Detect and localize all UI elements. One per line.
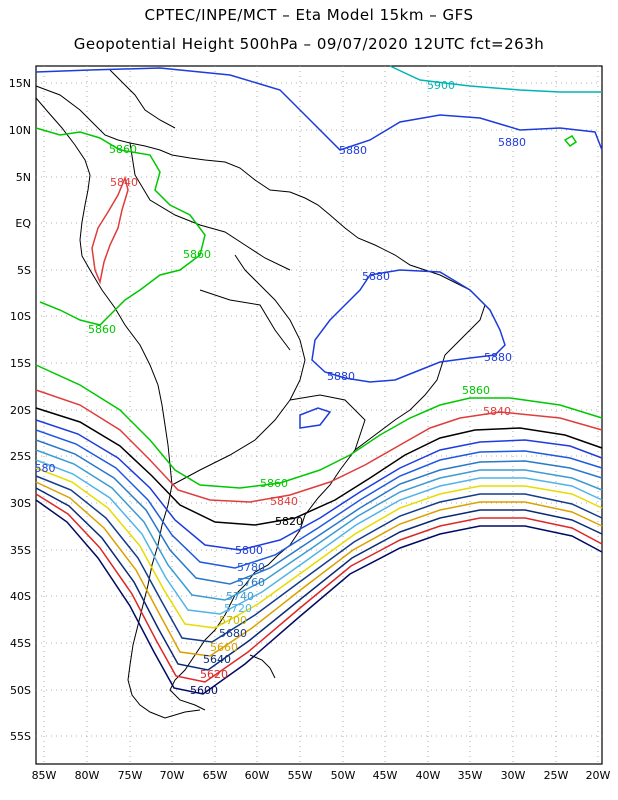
contour-label-5660: 5660 bbox=[210, 641, 238, 654]
contour-5760 bbox=[35, 439, 603, 585]
contour-label-5760: 5760 bbox=[237, 576, 265, 589]
contour-label-5640: 5640 bbox=[203, 653, 231, 666]
contour-5800 bbox=[35, 419, 603, 551]
contour-label-5880-d: 5880 bbox=[484, 351, 512, 364]
contour-label-5820: 5820 bbox=[275, 515, 303, 528]
lat-label-40s: 40S bbox=[10, 590, 31, 603]
contour-5900 bbox=[389, 65, 602, 93]
contour-label-5880-a: 5880 bbox=[339, 144, 367, 157]
lat-label-eq: EQ bbox=[15, 217, 31, 230]
contour-5820 bbox=[35, 407, 603, 526]
contour-label-5740: 5740 bbox=[226, 590, 254, 603]
contour-label-5860-e: 5860 bbox=[260, 477, 288, 490]
lon-label-30w: 30W bbox=[501, 769, 526, 782]
lon-label-20w: 20W bbox=[586, 769, 611, 782]
contour-label-5840-b: 5840 bbox=[483, 405, 511, 418]
contour-5680 bbox=[35, 475, 603, 643]
contour-label-5840-a: 5840 bbox=[110, 176, 138, 189]
contour-label-5860-c: 5860 bbox=[88, 323, 116, 336]
lat-label-5n: 5N bbox=[16, 171, 31, 184]
contour-5620 bbox=[35, 493, 603, 683]
lat-label-10s: 10S bbox=[10, 310, 31, 323]
lon-label-45w: 45W bbox=[373, 769, 398, 782]
contour-5860-blob bbox=[563, 135, 578, 147]
contour-label-5860-a: 5860 bbox=[109, 143, 137, 156]
lat-label-55s: 55S bbox=[10, 730, 31, 743]
contour-lines bbox=[35, 65, 603, 695]
contour-label-5880-c: 5880 bbox=[362, 270, 390, 283]
lon-label-85w: 85W bbox=[32, 769, 57, 782]
contour-label-5860-d: 5860 bbox=[462, 384, 490, 397]
contour-label-5880-e: 5880 bbox=[327, 370, 355, 383]
lat-label-15s: 15S bbox=[10, 357, 31, 370]
lon-label-65w: 65W bbox=[203, 769, 228, 782]
contour-label-5840-c: 5840 bbox=[270, 495, 298, 508]
contour-5860-north bbox=[35, 127, 206, 326]
lon-label-80w: 80W bbox=[75, 769, 100, 782]
map-title: CPTEC/INPE/MCT – Eta Model 15km – GFS bbox=[144, 6, 474, 24]
contour-label-5880-b: 5880 bbox=[498, 136, 526, 149]
lon-label-70w: 70W bbox=[160, 769, 185, 782]
lat-label-20s: 20S bbox=[10, 404, 31, 417]
lat-label-50s: 50S bbox=[10, 684, 31, 697]
contour-5860-main bbox=[35, 364, 603, 489]
coastline bbox=[35, 69, 486, 719]
contour-5700 bbox=[35, 467, 603, 629]
contour-label-5860-b: 5860 bbox=[183, 248, 211, 261]
lat-label-25s: 25S bbox=[10, 450, 31, 463]
lon-label-60w: 60W bbox=[245, 769, 270, 782]
contour-5640 bbox=[35, 487, 603, 671]
map-frame bbox=[35, 65, 603, 765]
contour-5780 bbox=[35, 429, 603, 569]
lat-label-15n: 15N bbox=[9, 77, 31, 90]
lon-label-40w: 40W bbox=[416, 769, 441, 782]
lon-label-50w: 50W bbox=[331, 769, 356, 782]
contour-5880-north bbox=[35, 67, 603, 151]
lon-label-25w: 25W bbox=[544, 769, 569, 782]
lon-label-35w: 35W bbox=[458, 769, 483, 782]
contour-5720 bbox=[35, 459, 603, 615]
contour-label-5900: 5900 bbox=[427, 79, 455, 92]
lat-label-5s: 5S bbox=[17, 264, 31, 277]
contour-5600 bbox=[35, 499, 603, 695]
lat-label-45s: 45S bbox=[10, 637, 31, 650]
map-subtitle: Geopotential Height 500hPa – 09/07/2020 … bbox=[73, 35, 545, 53]
contour-label-5800: 5800 bbox=[235, 544, 263, 557]
contour-label-5600: 5600 bbox=[190, 684, 218, 697]
contour-5840-main bbox=[35, 389, 603, 503]
contour-label-580-edge: 580 bbox=[35, 462, 56, 475]
contour-label-5780: 5780 bbox=[237, 561, 265, 574]
lat-label-30s: 30S bbox=[10, 497, 31, 510]
lon-label-75w: 75W bbox=[118, 769, 143, 782]
contour-label-5720: 5720 bbox=[224, 602, 252, 615]
contour-5840-andes bbox=[91, 175, 129, 285]
lat-label-10n: 10N bbox=[9, 124, 31, 137]
contour-label-5620: 5620 bbox=[200, 668, 228, 681]
contour-label-5700: 5700 bbox=[219, 614, 247, 627]
lon-label-55w: 55W bbox=[288, 769, 313, 782]
contour-5740 bbox=[35, 449, 603, 601]
contour-label-5680: 5680 bbox=[219, 627, 247, 640]
contour-5660 bbox=[35, 481, 603, 657]
contour-5880-brazil bbox=[311, 269, 506, 383]
lat-label-35s: 35S bbox=[10, 544, 31, 557]
contour-5880-small bbox=[299, 407, 332, 429]
